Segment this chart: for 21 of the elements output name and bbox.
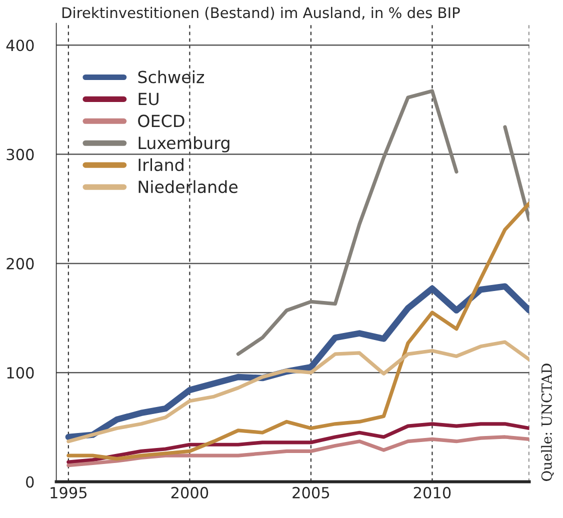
legend-label: EU bbox=[138, 92, 158, 106]
legend-label: Schweiz bbox=[138, 70, 204, 84]
legend-label: Niederlande bbox=[138, 180, 238, 194]
x-tick-label: 2010 bbox=[414, 486, 451, 498]
legend-label: OECD bbox=[138, 114, 184, 128]
y-tick-label: 100 bbox=[7, 367, 34, 379]
line-series bbox=[66, 202, 530, 461]
y-tick-label: 300 bbox=[6, 148, 34, 160]
legend-label: Irland bbox=[138, 158, 184, 172]
line-series bbox=[66, 435, 530, 468]
chart-title: Direktinvestitionen (Bestand) im Ausland, in % des BIP bbox=[62, 6, 460, 20]
line-series bbox=[66, 340, 530, 444]
x-tick-label: 2005 bbox=[292, 486, 330, 498]
legend-label: Luxemburg bbox=[138, 136, 230, 152]
x-tick-label: 2000 bbox=[171, 486, 208, 498]
x-tick-label: 1995 bbox=[50, 486, 87, 498]
y-tick-label: 400 bbox=[6, 40, 34, 52]
source-note: Quelle: UNCTAD bbox=[541, 364, 554, 481]
y-tick-label: 0 bbox=[26, 476, 34, 488]
line-series bbox=[66, 422, 530, 464]
y-tick-label: 200 bbox=[6, 258, 34, 270]
